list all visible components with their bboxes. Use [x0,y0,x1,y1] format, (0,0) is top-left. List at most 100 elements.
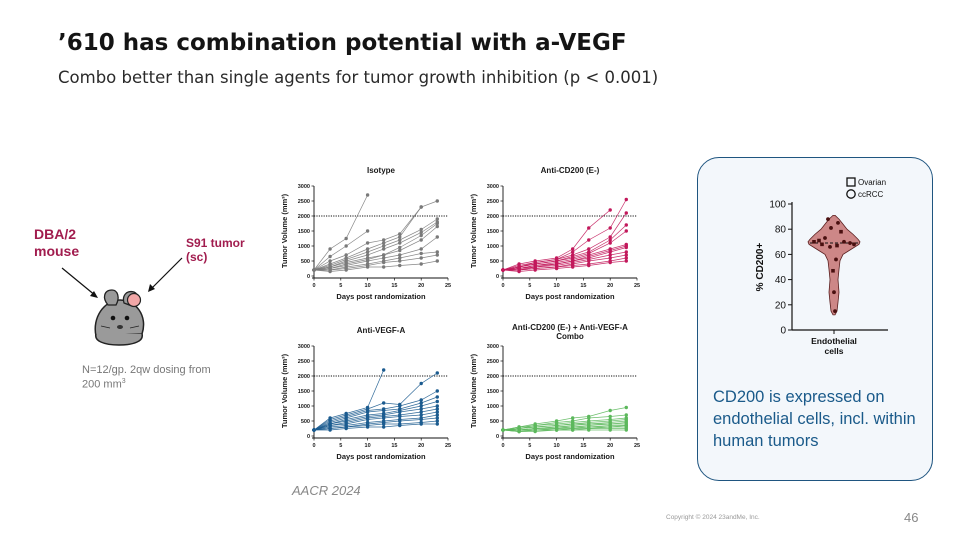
data-point-ccrcc [852,242,856,247]
panel-caption: CD200 is expressed on endothelial cells,… [713,388,916,450]
data-point [587,259,591,263]
chart-title: Anti-VEGF-A [357,326,406,335]
data-point [624,253,628,257]
data-point [587,238,591,242]
y-tick-label: 1500 [487,389,499,395]
y-tick-label: 0 [496,274,499,280]
data-point [381,253,386,257]
data-point [587,226,591,230]
series-line [313,260,438,272]
data-point [435,389,439,393]
violin-y-tick-label: 60 [775,250,787,261]
y-tick-label: 500 [301,419,310,425]
series-line [313,194,368,271]
x-tick-label: 20 [607,443,613,449]
data-point [608,414,612,419]
data-point [344,268,348,272]
data-point [381,401,386,405]
data-point [554,428,559,432]
data-point [608,208,612,212]
data-point [419,247,423,251]
data-point-ccrcc [836,221,840,225]
data-point [365,229,370,233]
data-point-ovarian [831,268,835,273]
data-point [435,250,439,254]
data-point [365,241,370,245]
data-point [608,241,612,245]
series-2 [312,229,370,272]
data-point [398,419,402,423]
page-number: 46 [904,510,919,525]
data-point [624,250,628,254]
x-tick-label: 25 [634,443,640,449]
x-tick-label: 10 [554,443,560,449]
series-line [313,396,438,431]
x-tick-label: 0 [312,283,315,289]
y-tick-label: 0 [307,274,310,280]
data-point [328,428,332,432]
dosing-note-superscript: 3 [121,378,126,385]
data-point [608,253,612,257]
data-point-ovarian [817,238,821,243]
data-point [608,226,612,230]
y-tick-label: 1500 [298,229,310,235]
y-tick-label: 0 [496,434,499,440]
series-line [313,420,438,431]
series-line [502,230,627,271]
y-tick-label: 2000 [487,214,499,220]
data-point [533,268,537,272]
data-point [435,395,439,399]
mouse-strain-label: DBA/2 mouse [34,226,80,259]
data-point [435,419,439,423]
series-line [313,369,385,431]
data-point [435,259,439,263]
data-point [365,247,370,251]
data-point [344,244,348,248]
data-point [419,398,423,402]
data-point [328,259,332,263]
data-point [435,224,439,229]
y-tick-label: 0 [307,434,310,440]
data-point [398,414,402,419]
data-point [608,428,612,432]
violin-category-label: Endothelial cells [811,336,857,356]
dosing-note: N=12/gp. 2qw dosing from 200 mm3 [82,364,212,391]
series-line [502,414,627,431]
series-line [313,372,438,431]
x-tick-label: 20 [418,283,424,289]
data-point [398,248,402,253]
series-line [502,420,627,431]
data-point [328,269,332,274]
data-point [419,233,423,238]
data-point [419,256,423,260]
series-line [313,414,438,431]
y-tick-label: 3000 [487,344,499,350]
data-point [381,416,386,420]
data-point [570,265,575,269]
x-axis-label: Days post randomization [525,292,615,301]
data-point [435,410,439,414]
page-title: ’610 has combination potential with a-VE… [58,30,627,56]
series-line [313,236,438,271]
data-point [419,238,423,242]
data-point [435,416,439,420]
series-line [502,429,627,432]
y-tick-label: 2500 [487,199,499,205]
data-point [381,244,386,248]
y-tick-label: 3000 [298,344,310,350]
data-point [419,422,423,426]
data-point-ccrcc [826,217,830,222]
data-point [344,426,348,431]
y-tick-label: 1000 [487,404,499,410]
x-axis-label: Days post randomization [336,292,426,301]
x-tick-label: 5 [339,283,342,289]
y-tick-label: 1500 [298,389,310,395]
x-tick-label: 0 [501,443,504,449]
data-point [398,256,402,260]
data-point [587,416,591,420]
y-tick-label: 500 [490,419,499,425]
violin-y-axis-label: % CD200+ [755,243,766,292]
data-point [365,417,370,422]
series-line [502,247,627,271]
data-point [398,263,402,268]
